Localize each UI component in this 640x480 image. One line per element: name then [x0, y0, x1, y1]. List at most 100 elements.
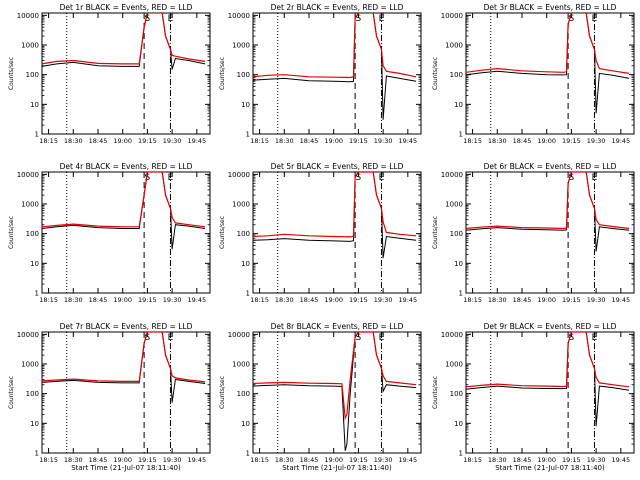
x-tick-label: 18:30: [488, 137, 507, 145]
x-tick-label: 19:15: [562, 296, 581, 304]
detector-panel-2: Det 2r BLACK = Events, RED = LLD Counts/s…: [219, 3, 422, 145]
y-tick-label: 1: [246, 131, 250, 139]
x-tick-label: 19:00: [537, 456, 556, 464]
y-tick-label: 1000: [232, 42, 250, 50]
x-tick-label: 19:30: [374, 296, 393, 304]
x-tick-label: 19:30: [587, 137, 606, 145]
y-tick-label: 1: [459, 290, 463, 298]
x-tick-label: 18:30: [275, 296, 294, 304]
y-tick-label: 10000: [441, 331, 463, 339]
y-tick-label: 10000: [228, 331, 250, 339]
marker-label: E: [592, 14, 598, 24]
y-tick-label: 1: [459, 450, 463, 458]
x-tick-label: 18:15: [463, 296, 482, 304]
y-tick-label: 10000: [17, 171, 39, 179]
panel-title: Det 7r BLACK = Events, RED = LLD: [60, 322, 193, 331]
y-tick-label: 100: [237, 230, 250, 238]
x-tick-label: 18:45: [89, 296, 108, 304]
y-axis-label: Counts/sec: [8, 376, 15, 409]
detector-panel-7: Det 7r BLACK = Events, RED = LLD Counts/s…: [8, 322, 211, 472]
x-tick-label: 19:00: [537, 137, 556, 145]
y-tick-label: 1000: [445, 42, 463, 50]
marker-label: S: [145, 14, 151, 24]
y-axis-label: Counts/sec: [219, 216, 226, 249]
panel-title: Det 3r BLACK = Events, RED = LLD: [484, 3, 617, 12]
x-tick-label: 19:45: [398, 456, 417, 464]
x-tick-label: 18:30: [64, 137, 83, 145]
y-tick-label: 10000: [17, 12, 39, 20]
marker-label: E: [379, 14, 385, 24]
panel-title: Det 1r BLACK = Events, RED = LLD: [60, 3, 193, 12]
y-tick-label: 10000: [228, 12, 250, 20]
y-tick-label: 100: [237, 390, 250, 398]
series-events-line: [466, 332, 630, 427]
x-tick-label: 18:30: [275, 137, 294, 145]
x-tick-label: 19:00: [113, 296, 132, 304]
x-tick-label: 18:15: [39, 296, 58, 304]
marker-label: E: [168, 14, 174, 24]
y-tick-label: 10: [454, 420, 463, 428]
x-tick-label: 19:30: [374, 456, 393, 464]
series-lld-line: [466, 332, 630, 388]
y-tick-label: 100: [450, 390, 463, 398]
x-tick-label: 18:15: [250, 137, 269, 145]
x-tick-label: 18:15: [463, 456, 482, 464]
marker-label: E: [379, 333, 385, 343]
y-tick-label: 1000: [232, 201, 250, 209]
y-axis-label: Counts/sec: [8, 216, 15, 249]
y-tick-label: 1: [459, 131, 463, 139]
y-tick-label: 1: [246, 450, 250, 458]
marker-label: E: [168, 333, 174, 343]
y-axis-label: Counts/sec: [432, 57, 439, 90]
detector-panel-6: Det 6r BLACK = Events, RED = LLD Counts/s…: [432, 162, 635, 304]
x-tick-label: 19:15: [138, 296, 157, 304]
x-tick-label: 19:00: [113, 456, 132, 464]
y-tick-label: 1000: [21, 201, 39, 209]
x-tick-label: 18:30: [64, 296, 83, 304]
y-axis-label: Counts/sec: [8, 57, 15, 90]
plot-frame: [465, 12, 635, 135]
series-lld-line: [42, 172, 206, 228]
y-tick-label: 1: [35, 290, 39, 298]
series-events-line: [253, 332, 417, 451]
x-tick-label: 19:15: [349, 456, 368, 464]
y-tick-label: 10000: [441, 12, 463, 20]
series-events-line: [42, 172, 206, 250]
series-lld-line: [253, 13, 417, 79]
detector-panel-9: Det 9r BLACK = Events, RED = LLD Counts/s…: [432, 322, 635, 472]
x-tick-label: 18:45: [300, 456, 319, 464]
y-axis-label: Counts/sec: [432, 376, 439, 409]
panel-title: Det 5r BLACK = Events, RED = LLD: [271, 162, 404, 171]
plot-frame: [41, 171, 211, 294]
series-events-line: [42, 332, 206, 403]
plot-frame: [41, 12, 211, 135]
marker-label: S: [569, 333, 575, 343]
x-tick-label: 19:30: [587, 296, 606, 304]
x-tick-label: 18:45: [300, 296, 319, 304]
x-tick-label: 19:00: [113, 137, 132, 145]
x-tick-label: 19:45: [611, 296, 630, 304]
y-tick-label: 10: [30, 420, 39, 428]
y-tick-label: 1000: [445, 201, 463, 209]
marker-label: E: [168, 173, 174, 183]
series-lld-line: [253, 332, 417, 421]
x-tick-label: 19:45: [187, 456, 206, 464]
x-tick-label: 19:00: [324, 296, 343, 304]
x-tick-label: 19:45: [187, 137, 206, 145]
plot-frame: [252, 331, 422, 454]
x-tick-label: 19:45: [187, 296, 206, 304]
series-lld-line: [466, 172, 630, 230]
marker-label: E: [379, 173, 385, 183]
x-tick-label: 18:30: [488, 296, 507, 304]
x-tick-label: 19:15: [138, 137, 157, 145]
y-tick-label: 1000: [232, 361, 250, 369]
marker-label: S: [145, 333, 151, 343]
y-tick-label: 1000: [21, 42, 39, 50]
marker-label: S: [356, 173, 362, 183]
x-tick-label: 19:30: [374, 137, 393, 145]
y-tick-label: 10: [241, 260, 250, 268]
y-tick-label: 1: [35, 131, 39, 139]
y-tick-label: 1000: [445, 361, 463, 369]
panel-title: Det 4r BLACK = Events, RED = LLD: [60, 162, 193, 171]
